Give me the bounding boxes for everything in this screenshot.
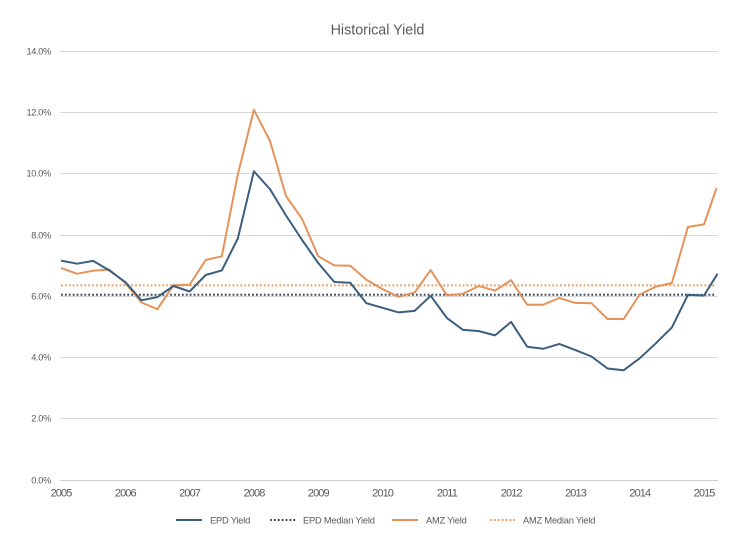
svg-text:2006: 2006 (115, 488, 137, 500)
svg-text:2011: 2011 (437, 488, 458, 500)
svg-text:2009: 2009 (308, 488, 330, 500)
svg-text:14.0%: 14.0% (26, 46, 51, 56)
svg-text:8.0%: 8.0% (31, 230, 51, 240)
svg-text:2013: 2013 (565, 488, 587, 500)
svg-text:Historical Yield: Historical Yield (331, 23, 425, 39)
svg-text:2005: 2005 (51, 488, 73, 500)
svg-text:6.0%: 6.0% (31, 291, 51, 301)
svg-text:4.0%: 4.0% (31, 352, 51, 362)
svg-text:2012: 2012 (501, 488, 523, 500)
svg-text:2.0%: 2.0% (31, 413, 51, 423)
svg-text:AMZ Yield: AMZ Yield (426, 516, 467, 526)
svg-text:2015: 2015 (694, 488, 716, 500)
svg-text:EPD Yield: EPD Yield (210, 516, 250, 526)
svg-text:EPD Median Yield: EPD Median Yield (303, 516, 375, 526)
svg-text:2014: 2014 (629, 488, 651, 500)
svg-text:0.0%: 0.0% (31, 475, 51, 485)
svg-text:2007: 2007 (179, 488, 201, 500)
svg-text:2008: 2008 (244, 488, 266, 500)
svg-text:12.0%: 12.0% (26, 107, 51, 117)
svg-text:10.0%: 10.0% (26, 168, 51, 178)
svg-text:2010: 2010 (372, 488, 394, 500)
svg-text:AMZ Median Yield: AMZ Median Yield (523, 516, 595, 526)
